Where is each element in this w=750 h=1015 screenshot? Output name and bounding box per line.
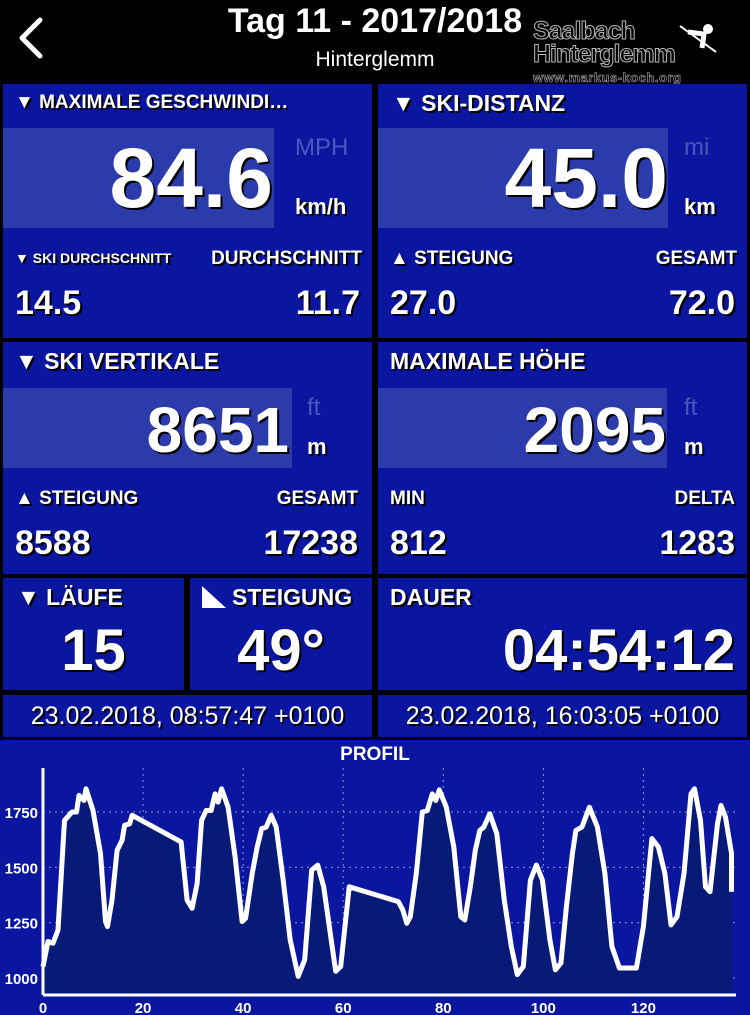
ski-average-value: 14.5: [15, 284, 82, 322]
triangle-down-icon: ▼: [17, 584, 47, 610]
x-tick-label: 60: [335, 1000, 352, 1015]
ski-average-label[interactable]: ▼ SKI DURCHSCHNITT: [15, 250, 172, 266]
duration-title: DAUER: [390, 584, 472, 610]
profile-line: [40, 786, 734, 979]
unit-mph-toggle[interactable]: MPH: [295, 134, 349, 161]
skier-icon: [679, 24, 717, 53]
y-tick-label: 1500: [5, 860, 38, 877]
average-value: 11.7: [295, 284, 360, 322]
min-altitude-label: MIN: [390, 488, 425, 509]
total-vertical-value: 17238: [263, 524, 358, 562]
delta-altitude-label: DELTA: [674, 488, 735, 509]
logo-url: www.markus-koch.org: [533, 70, 682, 86]
ascent-distance-value: 27.0: [390, 284, 457, 322]
x-tick-label: 100: [531, 1000, 556, 1015]
profile-area: [43, 788, 732, 995]
slope-value: 49°: [237, 618, 325, 683]
x-tick-label: 80: [435, 1000, 452, 1015]
value-highlight: [3, 128, 274, 228]
slope-panel[interactable]: STEIGUNG 49°: [190, 578, 372, 690]
x-tick-label: 120: [631, 1000, 656, 1015]
y-tick-label: 1750: [5, 805, 38, 822]
min-altitude-value: 812: [390, 524, 447, 562]
max-altitude-value: 2095: [523, 394, 666, 466]
chart-title: PROFIL: [340, 744, 410, 765]
end-time: 23.02.2018, 16:03:05 +0100: [405, 702, 720, 730]
x-tick-label: 0: [39, 1000, 47, 1015]
chevron-left-icon: [19, 17, 43, 59]
ski-distance-value: 45.0: [504, 131, 669, 225]
duration-panel: DAUER 04:54:12: [378, 578, 747, 690]
triangle-down-icon: ▼: [15, 92, 40, 113]
max-altitude-panel[interactable]: MAXIMALE HÖHE 2095 ft m MIN DELTA 812 12…: [378, 342, 747, 574]
total-distance-label: GESAMT: [655, 248, 737, 269]
slope-triangle-icon: [202, 586, 226, 608]
duration-value: 04:54:12: [502, 618, 735, 683]
average-label: DURCHSCHNITT: [211, 248, 362, 269]
total-distance-value: 72.0: [668, 284, 735, 322]
y-tick-label: 1000: [5, 971, 38, 988]
profile-chart: PROFIL 1000 1250 1500 1750 0 20 40 60 80 100 120: [0, 740, 750, 1015]
value-highlight: [378, 388, 667, 468]
end-time-panel: 23.02.2018, 16:03:05 +0100: [378, 695, 747, 737]
logo-line2: Hinterglemm: [533, 40, 677, 68]
start-time-panel: 23.02.2018, 08:57:47 +0100: [3, 695, 372, 737]
triangle-down-icon: ▼: [15, 348, 45, 374]
max-speed-panel[interactable]: ▼ MAXIMALE GESCHWINDI… 84.6 MPH km/h ▼ S…: [3, 84, 372, 338]
ascent-vertical-value: 8588: [15, 524, 91, 562]
unit-ft-toggle[interactable]: ft: [684, 394, 698, 421]
ascent-vertical-label: ▲ STEIGUNG: [15, 488, 139, 509]
page-subtitle: Hinterglemm: [315, 48, 435, 71]
ski-distance-title: ▼ SKI-DISTANZ: [392, 90, 566, 116]
logo: Saalbach Hinterglemm www.markus-koch.org: [533, 17, 723, 90]
start-time: 23.02.2018, 08:57:47 +0100: [30, 702, 345, 730]
triangle-down-icon: ▼: [392, 90, 422, 116]
x-tick-label: 20: [135, 1000, 152, 1015]
page-title: Tag 11 - 2017/2018: [227, 2, 523, 40]
unit-m[interactable]: m: [307, 434, 327, 459]
runs-value: 15: [61, 618, 126, 683]
runs-panel[interactable]: ▼ LÄUFE 15: [3, 578, 184, 690]
runs-title: ▼ LÄUFE: [17, 584, 123, 610]
unit-km[interactable]: km: [684, 194, 716, 219]
profile-chart-svg: 1000 1250 1500 1750 0 20 40 60 80 100 120: [5, 768, 736, 1015]
back-button[interactable]: [14, 14, 54, 64]
unit-mi-toggle[interactable]: mi: [684, 134, 710, 161]
y-tick-label: 1250: [5, 916, 38, 933]
delta-altitude-value: 1283: [659, 524, 735, 562]
unit-kmh[interactable]: km/h: [295, 194, 347, 219]
ascent-distance-label: ▲ STEIGUNG: [390, 248, 514, 269]
slope-title: STEIGUNG: [232, 584, 353, 610]
unit-m[interactable]: m: [684, 434, 704, 459]
ski-vertical-panel[interactable]: ▼ SKI VERTIKALE 8651 ft m ▲ STEIGUNG GES…: [3, 342, 372, 574]
logo-line1: Saalbach: [533, 17, 637, 45]
max-speed-value: 84.6: [109, 131, 274, 225]
x-tick-label: 40: [235, 1000, 252, 1015]
max-speed-title: ▼ MAXIMALE GESCHWINDI…: [15, 92, 288, 114]
ski-distance-panel[interactable]: ▼ SKI-DISTANZ 45.0 mi km ▲ STEIGUNG GESA…: [378, 84, 747, 338]
total-vertical-label: GESAMT: [276, 488, 358, 509]
ski-vertical-value: 8651: [146, 394, 289, 466]
max-speed-title-text: MAXIMALE GESCHWINDI…: [39, 92, 289, 113]
value-highlight: [378, 128, 668, 228]
max-altitude-title: MAXIMALE HÖHE: [390, 348, 586, 374]
value-highlight: [3, 388, 292, 468]
unit-ft-toggle[interactable]: ft: [307, 394, 321, 421]
ski-vertical-title: ▼ SKI VERTIKALE: [15, 348, 220, 374]
